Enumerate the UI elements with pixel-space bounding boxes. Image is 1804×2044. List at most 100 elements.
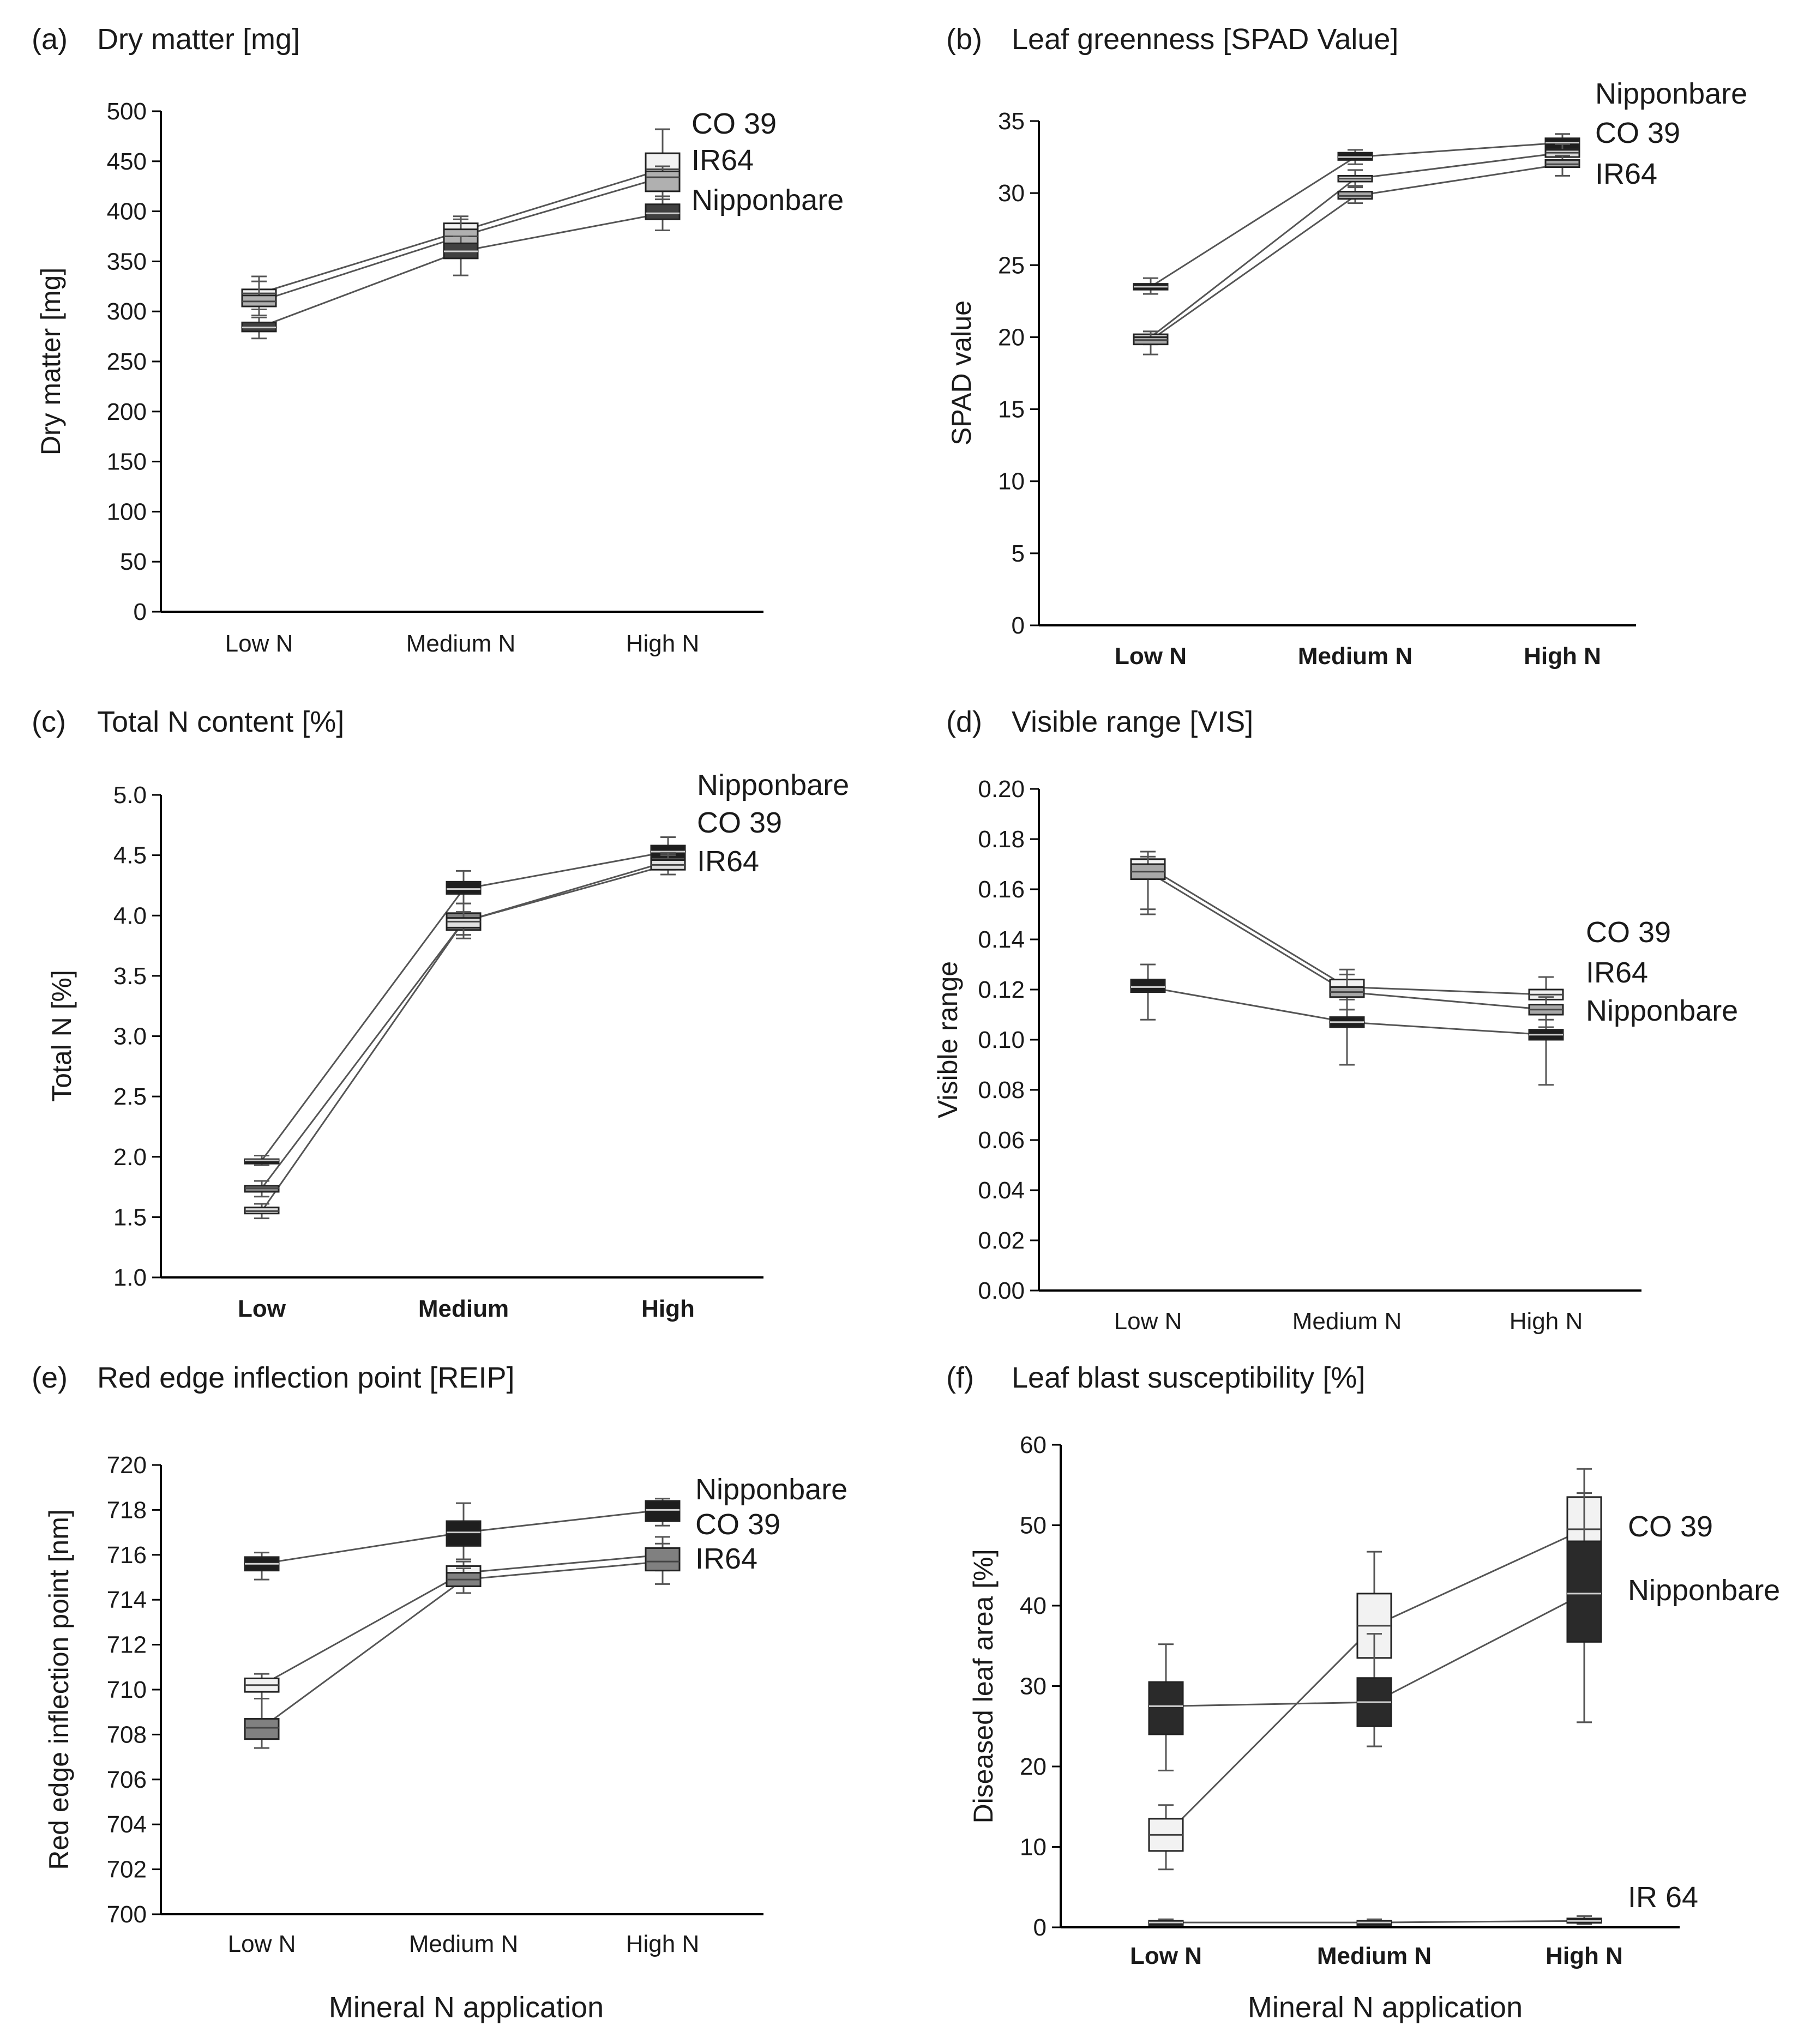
x-tick-label: High N [1546, 1943, 1623, 1969]
y-tick-label: 0.16 [978, 876, 1025, 903]
x-tick-label: Low N [225, 630, 293, 657]
panel-title: Leaf greenness [SPAD Value] [1012, 23, 1398, 56]
panel-letter: (d) [946, 706, 982, 738]
box [446, 1520, 482, 1547]
y-tick-label: 20 [1020, 1753, 1047, 1780]
panel-title: Red edge inflection point [REIP] [97, 1361, 514, 1394]
box [244, 1718, 280, 1740]
y-axis-label: Total N [%] [46, 970, 77, 1102]
y-tick-label: 300 [107, 298, 147, 325]
panel-title: Dry matter [mg] [97, 23, 300, 56]
y-tick-label: 50 [1020, 1512, 1047, 1539]
box [446, 881, 482, 895]
y-tick-label: 0 [1033, 1914, 1047, 1941]
y-tick-label: 40 [1020, 1593, 1047, 1619]
series-label: CO 39 [697, 806, 782, 839]
x-tick-label: Low N [1130, 1943, 1202, 1969]
y-axis-label: Red edge inflection point [nm] [44, 1509, 74, 1870]
panel-title: Leaf blast susceptibility [%] [1012, 1361, 1365, 1394]
x-tick-label: High N [1524, 643, 1601, 670]
box [1566, 1540, 1602, 1643]
y-tick-label: 706 [107, 1766, 147, 1793]
x-tick-label: Medium N [1298, 643, 1412, 670]
box [446, 917, 482, 928]
y-tick-label: 704 [107, 1811, 147, 1838]
y-tick-label: 30 [1020, 1673, 1047, 1700]
series-label: IR64 [695, 1542, 757, 1575]
y-tick-label: 35 [998, 108, 1025, 135]
y-tick-label: 200 [107, 399, 147, 425]
y-tick-label: 2.0 [113, 1144, 147, 1171]
series-label: Nipponbare [1586, 994, 1738, 1027]
y-tick-label: 0.10 [978, 1027, 1025, 1053]
box [645, 203, 681, 220]
y-tick-label: 50 [120, 548, 147, 575]
y-axis-label: SPAD value [946, 300, 977, 445]
series-label: Nipponbare [1628, 1574, 1780, 1607]
y-tick-label: 0 [134, 599, 147, 625]
box [244, 1158, 280, 1165]
series-label: IR64 [1586, 956, 1648, 989]
x-tick-label: Low N [1115, 643, 1187, 670]
y-tick-label: 20 [998, 324, 1025, 351]
y-tick-label: 0 [1012, 612, 1025, 639]
y-tick-label: 100 [107, 498, 147, 525]
y-tick-label: 15 [998, 396, 1025, 423]
y-tick-label: 3.5 [113, 963, 147, 990]
y-tick-label: 5 [1012, 540, 1025, 567]
y-tick-label: 3.0 [113, 1023, 147, 1050]
panel-letter: (e) [32, 1361, 68, 1394]
series-label: CO 39 [695, 1508, 780, 1541]
series-label: IR64 [1595, 158, 1657, 190]
y-tick-label: 702 [107, 1856, 147, 1883]
series-label: CO 39 [1586, 916, 1671, 949]
y-tick-label: 718 [107, 1497, 147, 1523]
series-label: IR64 [691, 144, 754, 177]
panel-letter: (f) [946, 1361, 974, 1394]
panel-title: Total N content [%] [97, 706, 344, 738]
y-tick-label: 0.18 [978, 826, 1025, 853]
x-tick-label: Low N [228, 1931, 296, 1957]
y-tick-label: 0.14 [978, 926, 1025, 953]
y-tick-label: 500 [107, 98, 147, 125]
y-tick-label: 710 [107, 1677, 147, 1703]
y-tick-label: 1.5 [113, 1204, 147, 1231]
series-label: IR 64 [1628, 1881, 1698, 1914]
y-tick-label: 250 [107, 348, 147, 375]
panel-letter: (c) [32, 706, 66, 738]
x-tick-label: High [641, 1295, 695, 1322]
y-tick-label: 0.00 [978, 1277, 1025, 1304]
y-tick-label: 400 [107, 198, 147, 225]
y-tick-label: 5.0 [113, 782, 147, 809]
y-axis-label: Diseased leaf area [%] [968, 1549, 999, 1823]
y-tick-label: 0.12 [978, 976, 1025, 1003]
y-axis-label: Dry matter [mg] [35, 268, 66, 455]
y-tick-label: 30 [998, 180, 1025, 207]
y-tick-label: 450 [107, 148, 147, 175]
x-tick-label: Medium N [1317, 1943, 1432, 1969]
y-tick-label: 10 [998, 468, 1025, 495]
y-tick-label: 0.20 [978, 776, 1025, 803]
y-tick-label: 4.5 [113, 842, 147, 869]
series-line [261, 851, 669, 1161]
y-tick-label: 708 [107, 1721, 147, 1748]
y-axis-label: Visible range [933, 961, 963, 1118]
y-tick-label: 0.08 [978, 1077, 1025, 1104]
y-tick-label: 1.0 [113, 1264, 147, 1291]
series-label: IR64 [697, 845, 759, 878]
y-tick-label: 716 [107, 1542, 147, 1569]
y-tick-label: 350 [107, 248, 147, 275]
x-tick-label: High N [1510, 1308, 1583, 1335]
y-tick-label: 150 [107, 449, 147, 475]
series-line [1150, 163, 1563, 341]
y-tick-label: 10 [1020, 1834, 1047, 1861]
y-tick-label: 720 [107, 1452, 147, 1479]
series-label: Nipponbare [695, 1473, 847, 1506]
y-tick-label: 60 [1020, 1432, 1047, 1458]
series-label: Nipponbare [1595, 77, 1747, 110]
y-tick-label: 0.04 [978, 1177, 1025, 1204]
panel-letter: (b) [946, 23, 982, 56]
x-tick-label: Medium [418, 1295, 509, 1322]
box [1148, 1681, 1184, 1735]
